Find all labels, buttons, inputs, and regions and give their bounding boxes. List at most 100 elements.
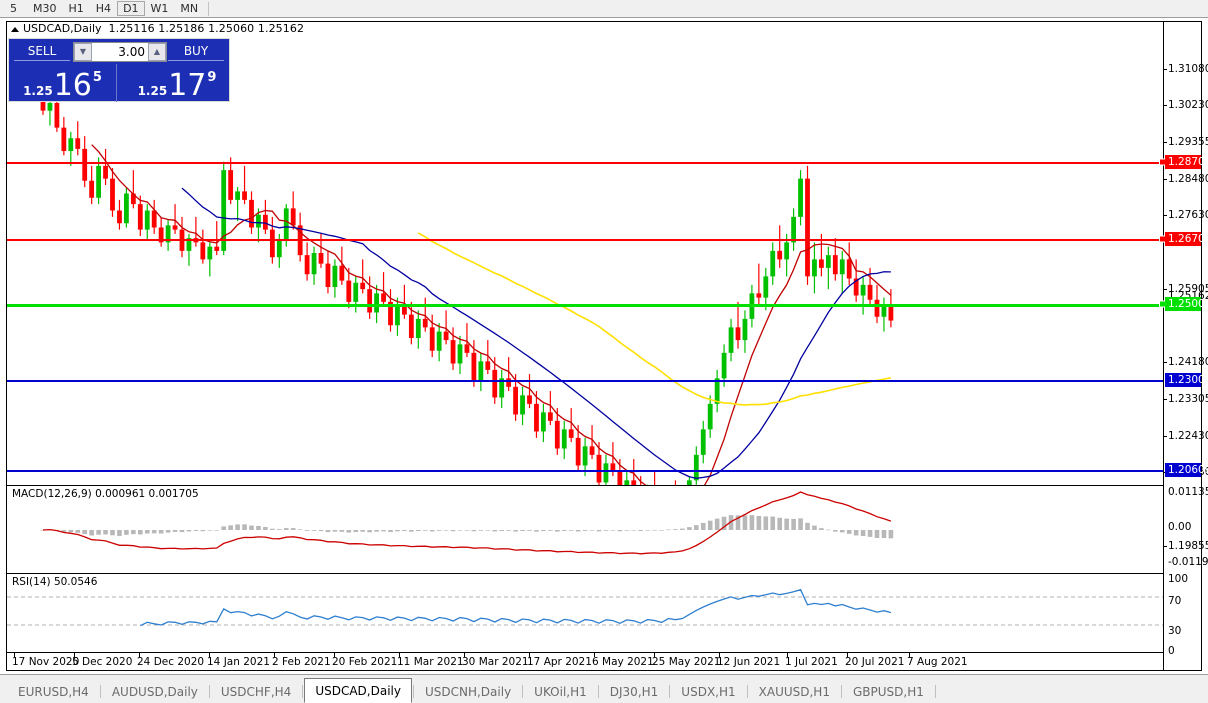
time-axis-label: 17 Nov 2020 xyxy=(12,656,80,668)
price-chart-canvas[interactable] xyxy=(7,22,1163,485)
symbol-tab-usdx-h1[interactable]: USDX,H1 xyxy=(681,685,736,699)
level-line-current-price[interactable] xyxy=(7,304,1163,307)
symbol-tab-eurusd-h4[interactable]: EURUSD,H4 xyxy=(18,685,89,699)
price-pane[interactable] xyxy=(7,22,1163,485)
price-scale-label: 1.25905 xyxy=(1168,283,1208,295)
time-axis-tick xyxy=(847,653,848,657)
scale-tick xyxy=(1164,179,1167,180)
rsi-line xyxy=(140,588,892,627)
scale-tick xyxy=(1164,69,1167,70)
tab-separator xyxy=(208,685,210,698)
symbol-tab-dj30-h1[interactable]: DJ30,H1 xyxy=(609,685,659,699)
rsi-title: RSI(14) 50.0546 xyxy=(12,576,98,588)
price-scale-label: 1.27630 xyxy=(1168,209,1208,221)
rsi-scale-label: 30 xyxy=(1168,625,1182,637)
level-line-resistance-2[interactable] xyxy=(7,239,1163,241)
symbol-tab-usdcad-daily[interactable]: USDCAD,Daily xyxy=(304,678,412,703)
symbol-tab-ukoil-h1[interactable]: UKOil,H1 xyxy=(534,685,587,699)
symbol-tab-usdcnh-daily[interactable]: USDCNH,Daily xyxy=(424,685,512,699)
price-level-badge-1-26700[interactable]: 1.26700 xyxy=(1165,232,1208,246)
macd-pane[interactable]: MACD(12,26,9) 0.000961 0.001705 xyxy=(7,485,1163,573)
timeframe-button-h4[interactable]: H4 xyxy=(95,2,112,15)
symbol-tab-gbpusd-h1[interactable]: GBPUSD,H1 xyxy=(852,685,924,699)
price-scale-label: 1.28480 xyxy=(1168,173,1208,185)
price-level-badge-1-28700[interactable]: 1.28700 xyxy=(1165,155,1208,169)
time-axis-tick xyxy=(594,653,595,657)
rsi-scale-label: 0 xyxy=(1168,645,1175,657)
timeframe-button-m30[interactable]: M30 xyxy=(33,2,57,15)
symbol-tab-xauusd-h1[interactable]: XAUUSD,H1 xyxy=(758,685,830,699)
tab-separator xyxy=(597,685,599,698)
time-axis-label: 7 Aug 2021 xyxy=(907,656,968,668)
candlestick-series xyxy=(40,89,894,485)
scale-tick xyxy=(1164,215,1167,216)
timeframe-button-mn[interactable]: MN xyxy=(180,2,199,15)
level-line-resistance-1[interactable] xyxy=(7,162,1163,164)
time-axis-label: 24 Dec 2020 xyxy=(137,656,205,668)
symbol-tab-audusd-daily[interactable]: AUDUSD,Daily xyxy=(111,685,198,699)
time-axis-label: 12 Jun 2021 xyxy=(717,656,781,668)
timeframe-button-d1[interactable]: D1 xyxy=(117,1,145,16)
timeframe-button-w1[interactable]: W1 xyxy=(150,2,169,15)
chart-container[interactable]: USDCAD,Daily 1.25116 1.25186 1.25060 1.2… xyxy=(6,21,1208,671)
scale-tick xyxy=(1164,142,1167,143)
level-line-support-2[interactable] xyxy=(7,470,1163,472)
tab-separator xyxy=(840,685,842,698)
sell-price-display[interactable]: 1.25 16 5 xyxy=(9,64,117,102)
tab-separator xyxy=(934,685,936,698)
tab-separator xyxy=(522,685,524,698)
symbol-tab-bar[interactable]: EURUSD,H4 AUDUSD,Daily USDCHF,H4 USDCAD,Dai… xyxy=(0,674,1208,703)
sell-price-main: 16 xyxy=(53,68,92,103)
rsi-scale-label: 70 xyxy=(1168,595,1182,607)
price-level-badge-1-20609[interactable]: 1.20609 xyxy=(1165,463,1208,477)
buy-price-main: 17 xyxy=(168,68,207,103)
time-axis: 17 Nov 2020 5 Dec 2020 24 Dec 2020 14 Jan 2… xyxy=(7,652,1163,670)
sell-price-prefix: 1.25 xyxy=(23,84,53,98)
symbol-tab-usdchf-h4[interactable]: USDCHF,H4 xyxy=(220,685,292,699)
macd-scale-label: 0.00 xyxy=(1168,521,1192,533)
time-axis-tick xyxy=(787,653,788,657)
toolbar-separator xyxy=(208,1,210,16)
price-scale-label: 1.23305 xyxy=(1168,393,1208,405)
time-axis-tick xyxy=(274,653,275,657)
moving-average-mid xyxy=(181,187,891,479)
moving-average-slow xyxy=(417,232,892,406)
timeframe-button-h1[interactable]: H1 xyxy=(68,2,84,15)
macd-histogram xyxy=(40,515,894,539)
time-axis-label: 25 May 2021 xyxy=(652,656,721,668)
time-axis-label: 11 Mar 2021 xyxy=(397,656,464,668)
scale-tick xyxy=(1164,105,1167,106)
chevron-down-icon[interactable]: ▼ xyxy=(74,43,92,61)
time-axis-tick xyxy=(14,653,15,657)
price-scale-label: 1.29355 xyxy=(1168,136,1208,148)
price-scale-label: 1.22430 xyxy=(1168,430,1208,442)
price-scale-label: 1.30230 xyxy=(1168,99,1208,111)
scale-tick xyxy=(1164,362,1167,363)
macd-title: MACD(12,26,9) 0.000961 0.001705 xyxy=(12,488,199,500)
macd-scale-label: -0.01190 xyxy=(1168,556,1208,568)
scale-tick xyxy=(1164,546,1167,547)
price-level-badge-1-25003[interactable]: 1.25003 xyxy=(1165,297,1208,311)
rsi-pane[interactable]: RSI(14) 50.0546 xyxy=(7,573,1163,652)
timeframe-button-5[interactable]: 5 xyxy=(10,2,17,15)
time-axis-tick xyxy=(74,653,75,657)
buy-button[interactable]: BUY xyxy=(168,42,224,61)
price-level-badge-1-23003[interactable]: 1.23003 xyxy=(1165,373,1208,387)
time-axis-tick xyxy=(399,653,400,657)
volume-stepper[interactable]: ▼ 3.00 ▲ xyxy=(73,42,167,62)
chevron-up-icon[interactable]: ▲ xyxy=(148,43,166,61)
time-axis-label: 6 May 2021 xyxy=(592,656,654,668)
level-line-support-1[interactable] xyxy=(7,380,1163,382)
scale-tick xyxy=(1164,436,1167,437)
time-axis-label: 14 Jan 2021 xyxy=(207,656,270,668)
tab-separator xyxy=(746,685,748,698)
buy-price-display[interactable]: 1.25 17 9 xyxy=(123,64,231,102)
time-axis-label: 20 Feb 2021 xyxy=(332,656,398,668)
time-axis-label: 2 Feb 2021 xyxy=(272,656,331,668)
one-click-trading-panel[interactable]: SELL ▼ 3.00 ▲ BUY 1.25 16 5 1.25 17 9 xyxy=(8,38,230,102)
volume-input[interactable]: 3.00 xyxy=(92,43,148,61)
sell-button[interactable]: SELL xyxy=(14,42,70,61)
time-axis-label: 20 Jul 2021 xyxy=(845,656,905,668)
price-scale[interactable]: 1.31080 1.30230 1.29355 1.28480 1.27630 1.259… xyxy=(1159,22,1208,670)
sell-price-fraction: 5 xyxy=(92,70,102,85)
